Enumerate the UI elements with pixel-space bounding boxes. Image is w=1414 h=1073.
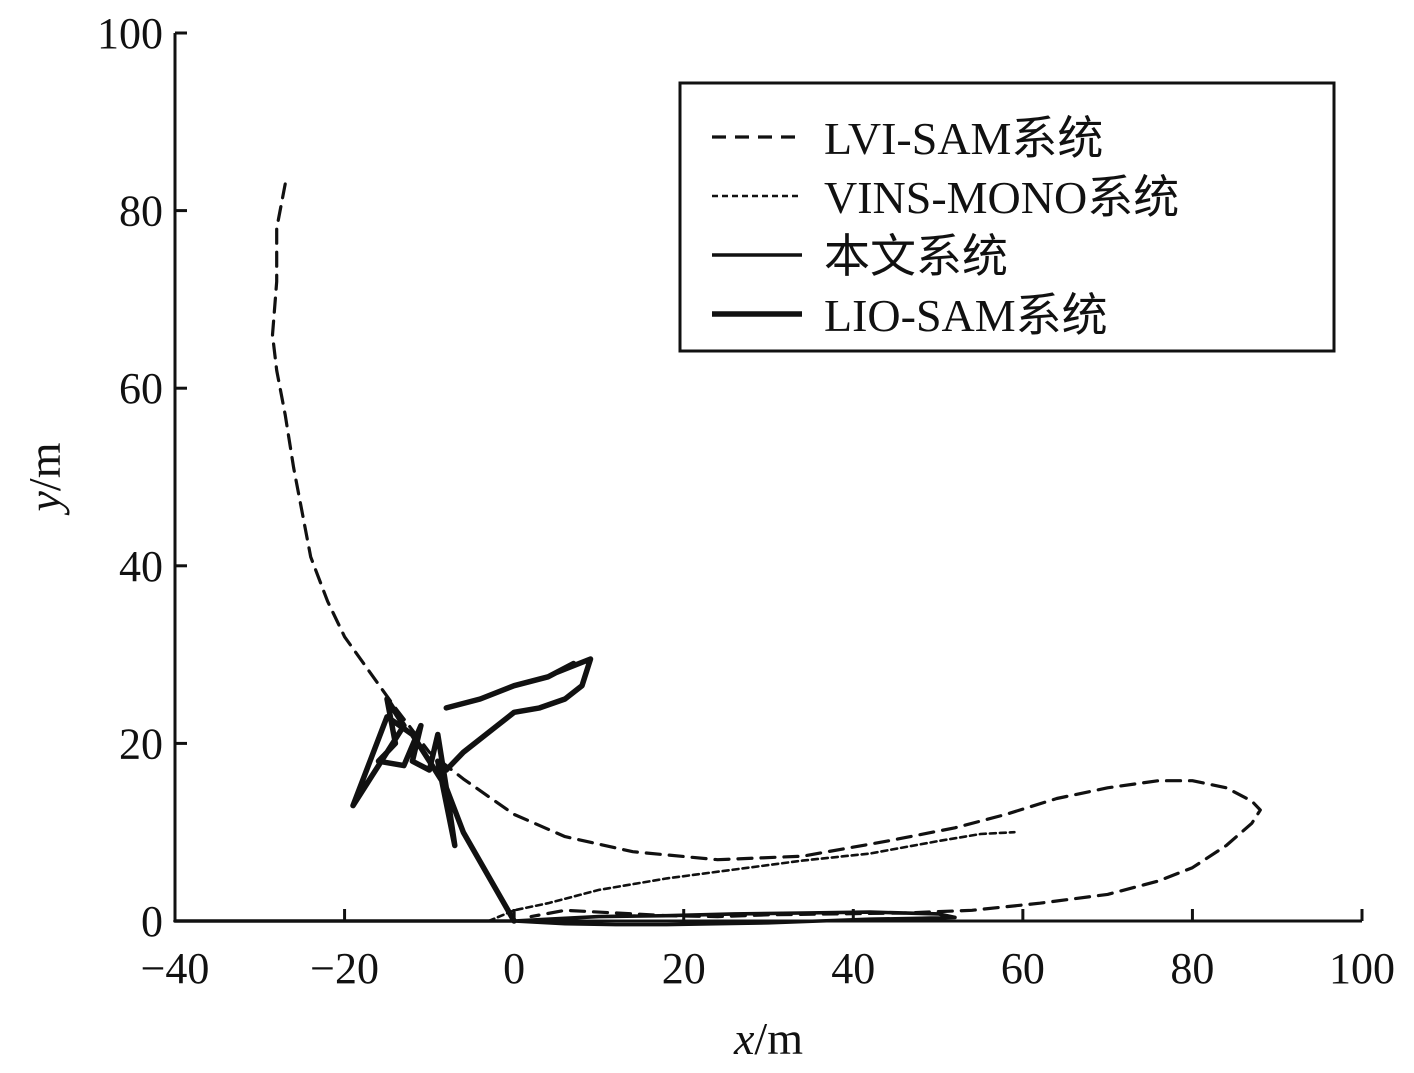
series-line-3	[350, 656, 594, 924]
plot-area	[173, 182, 1262, 927]
y-axis-label-var: y	[19, 490, 70, 515]
legend-label: 本文系统	[824, 231, 1008, 282]
legend-label: LVI-SAM系统	[824, 113, 1103, 164]
y-axis-label: y/m	[19, 442, 70, 515]
x-tick-label: 20	[662, 944, 706, 993]
x-axis-label-unit: /m	[754, 1013, 803, 1064]
legend-label: VINS-MONO系统	[824, 172, 1179, 223]
legend-box	[678, 81, 1336, 353]
y-ticks: 0 20 40 60 80 100	[97, 9, 187, 946]
x-tick-label: 100	[1329, 944, 1395, 993]
x-axis-label-var: x	[733, 1013, 755, 1064]
series-line-1	[487, 830, 1016, 923]
y-tick-label: 60	[119, 364, 163, 413]
x-ticks: −40 −20 0 20 40 60 80 100	[141, 909, 1395, 993]
x-tick-label: −20	[310, 944, 379, 993]
x-tick-label: 80	[1170, 944, 1214, 993]
y-axis-label-unit: /m	[19, 442, 70, 491]
legend-label: LIO-SAM系统	[824, 290, 1108, 341]
y-tick-label: 0	[141, 897, 163, 946]
x-tick-label: 40	[831, 944, 875, 993]
x-tick-label: −40	[141, 944, 210, 993]
y-tick-label: 100	[97, 9, 163, 58]
x-tick-label: 60	[1001, 944, 1045, 993]
y-tick-label: 20	[119, 719, 163, 768]
y-tick-label: 80	[119, 187, 163, 236]
y-tick-label: 40	[119, 542, 163, 591]
axes: −40 −20 0 20 40 60 80 100 0 20 40 60 80 100	[97, 9, 1395, 993]
x-axis-label: x/m	[733, 1013, 803, 1064]
series-line-2	[173, 910, 957, 927]
x-tick-label: 0	[503, 944, 525, 993]
